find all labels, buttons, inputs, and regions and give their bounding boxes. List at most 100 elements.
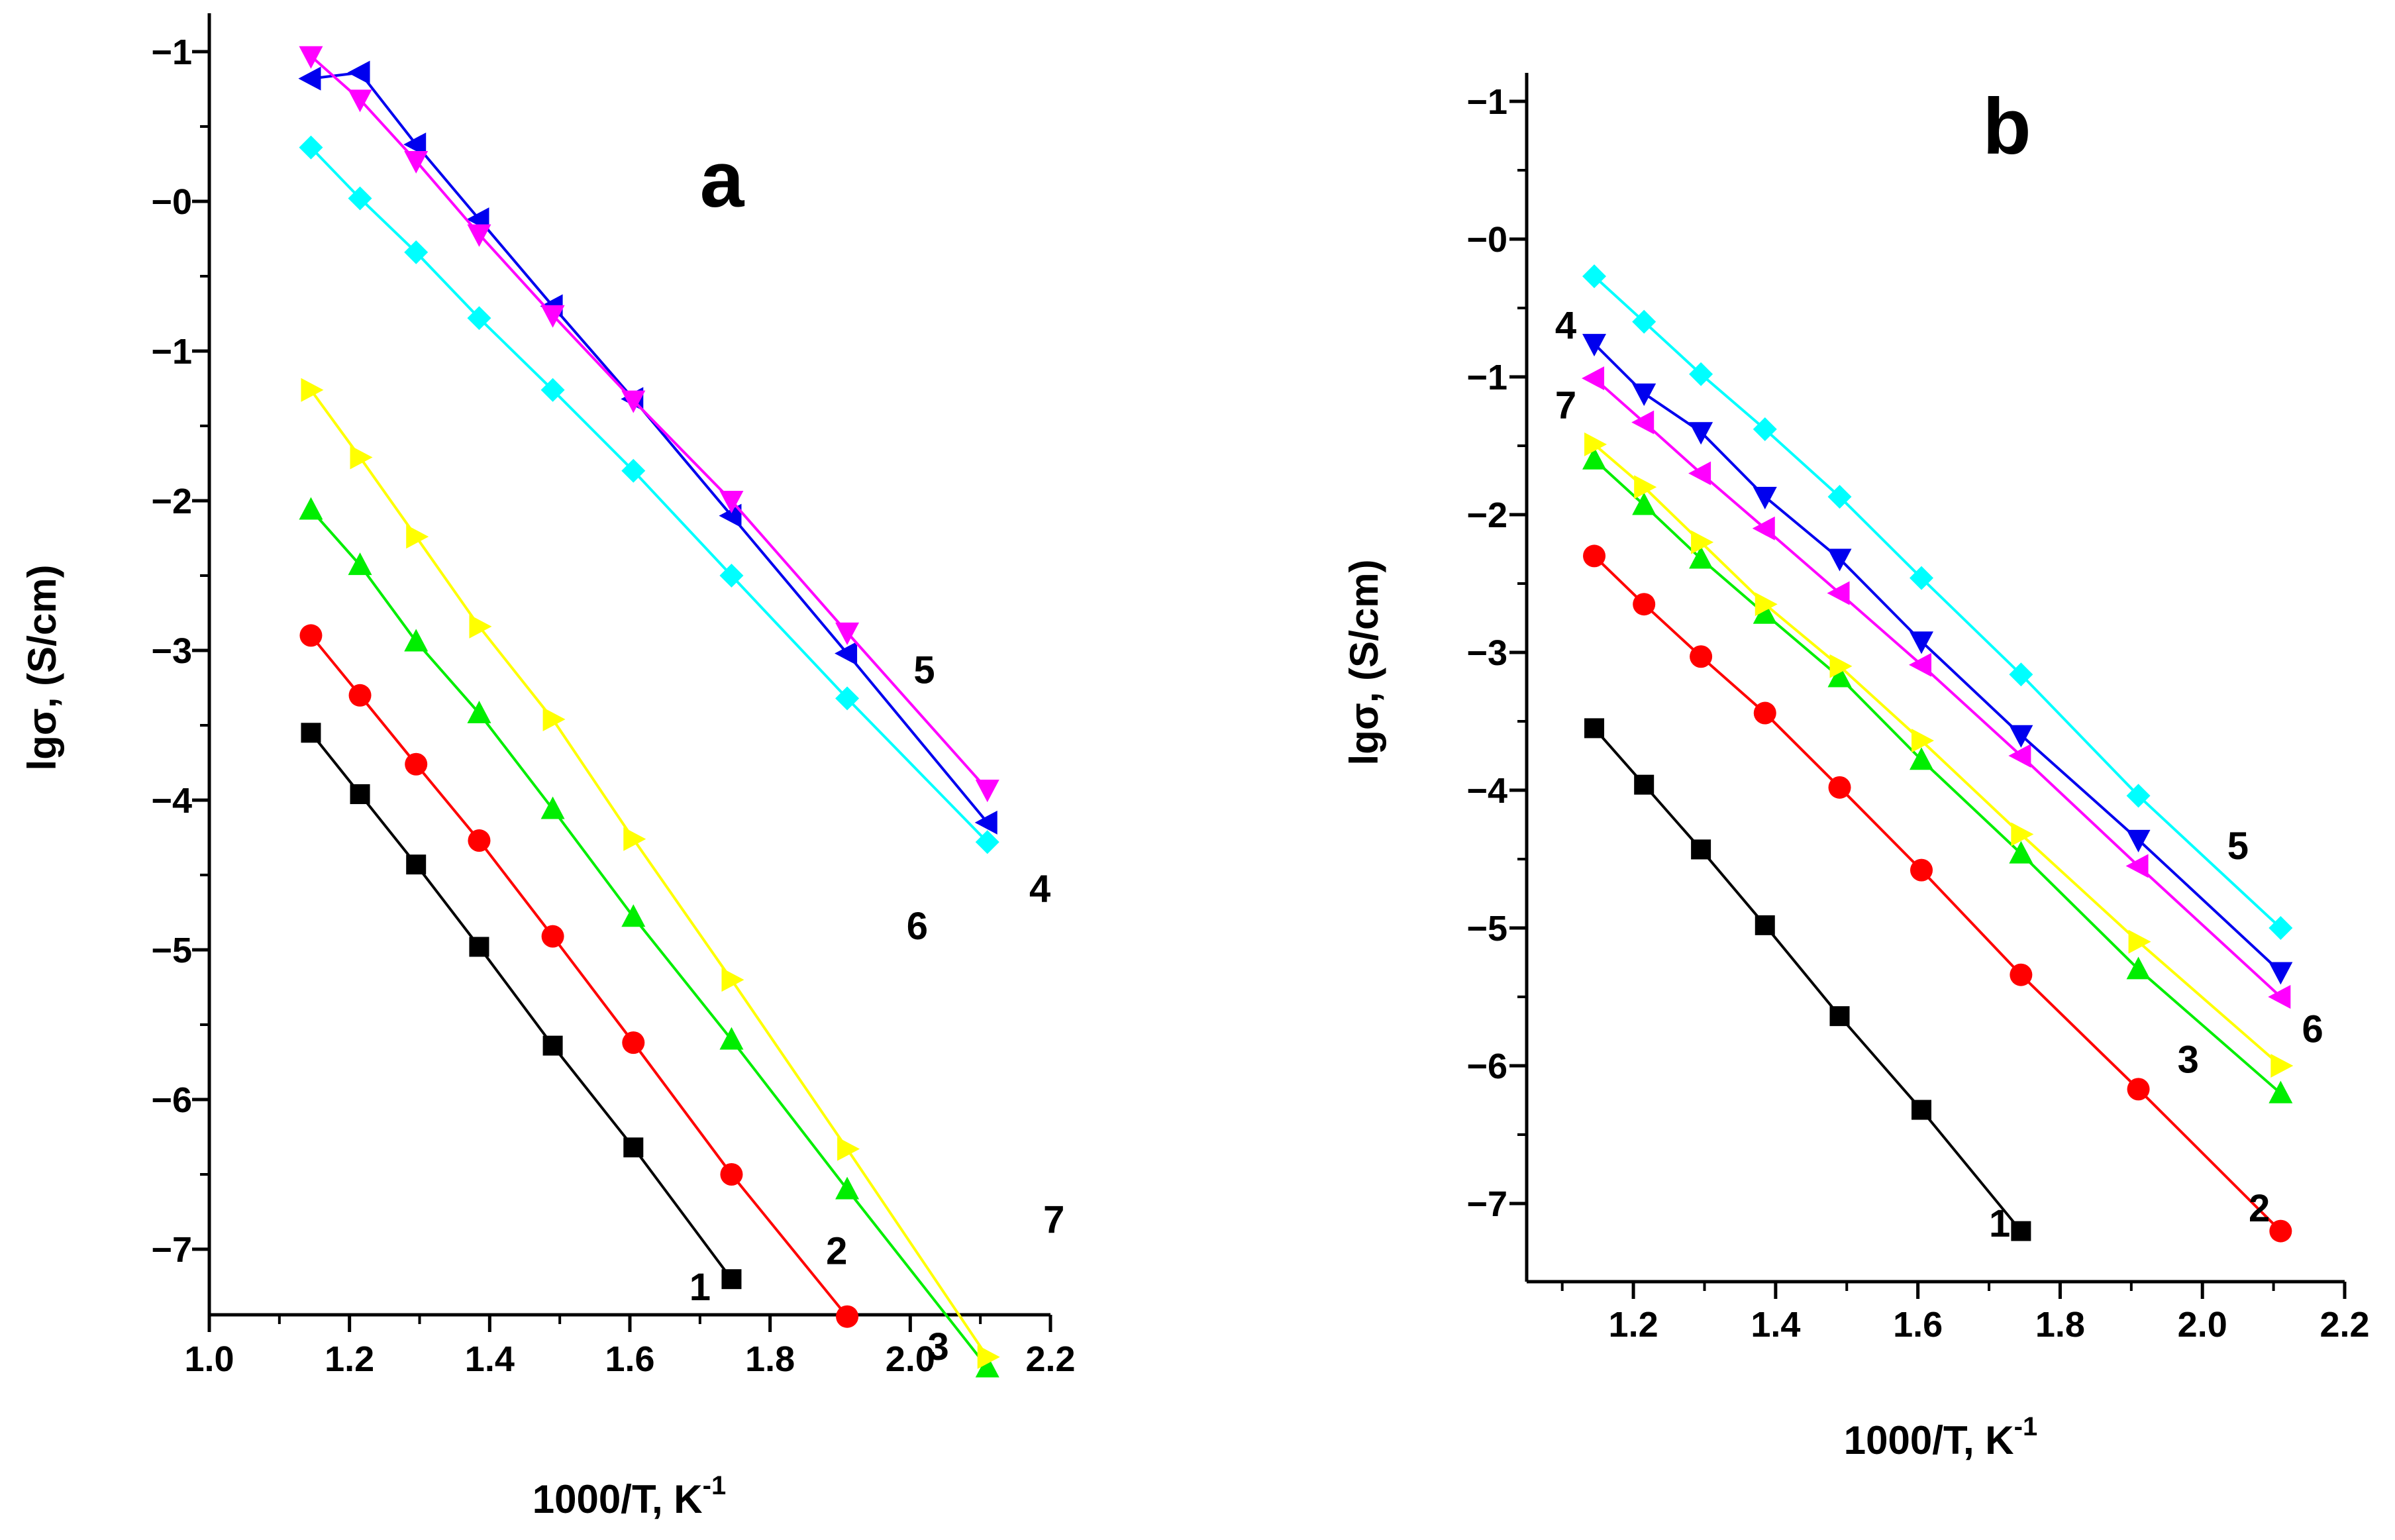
x-tick-label: 2.2 xyxy=(1025,1339,1075,1379)
data-point xyxy=(350,784,370,804)
x-axis-title: 1000/T, K-1 xyxy=(1844,1412,2037,1463)
x-tick-label: 1.8 xyxy=(745,1339,795,1379)
data-point xyxy=(2128,929,2151,954)
curve-label-2: 2 xyxy=(826,1230,847,1273)
data-point xyxy=(2010,963,2033,986)
x-tick-label: 2.2 xyxy=(2319,1305,2369,1345)
y-tick-label: −2 xyxy=(151,482,192,521)
data-point xyxy=(1688,461,1711,486)
data-point xyxy=(299,624,323,647)
data-point xyxy=(542,707,566,731)
data-point xyxy=(975,780,999,803)
data-point xyxy=(1829,654,1853,678)
y-tick-label: −1 xyxy=(151,32,192,72)
data-point xyxy=(975,830,999,854)
x-tick-label: 2.0 xyxy=(886,1339,935,1379)
data-point xyxy=(719,491,744,513)
curve-label-6: 6 xyxy=(907,905,928,948)
curve-label-5: 5 xyxy=(2227,825,2249,868)
data-point xyxy=(2126,784,2151,808)
panel-b-chart: 1.2 1.4 1.6 1.8 2.0 2.2 −1 −0 −1 −2 −3 −4 −5 −6 −7 1000… xyxy=(1342,73,2370,1463)
x-tick-label: 1.6 xyxy=(605,1339,654,1379)
data-point xyxy=(2009,662,2033,687)
data-point xyxy=(621,390,646,413)
series-1 xyxy=(1584,718,2031,1241)
data-point xyxy=(1632,309,1656,334)
data-point xyxy=(1827,548,1852,572)
y-tick-label: −2 xyxy=(1466,495,1507,535)
data-point xyxy=(348,89,372,113)
data-point xyxy=(540,305,565,328)
data-point xyxy=(298,66,321,91)
data-point xyxy=(1753,701,1776,725)
data-point xyxy=(467,224,491,247)
y-tick-label: −1 xyxy=(1466,358,1507,397)
data-point xyxy=(1689,422,1713,445)
y-tick-label: −7 xyxy=(151,1230,192,1270)
y-tick-label: −6 xyxy=(151,1080,192,1120)
data-point xyxy=(540,796,565,819)
data-point xyxy=(2009,725,2033,748)
data-point xyxy=(622,1031,645,1054)
y-tick-label: −6 xyxy=(1466,1047,1507,1086)
data-point xyxy=(2011,822,2034,847)
series-4 xyxy=(1582,334,2293,985)
data-point xyxy=(719,1027,744,1050)
y-tick-label: −7 xyxy=(1466,1184,1507,1224)
x-axis-title: 1000/T, K-1 xyxy=(533,1471,726,1521)
data-point xyxy=(2011,1221,2031,1241)
data-point xyxy=(975,1355,999,1378)
data-point xyxy=(1752,516,1775,540)
data-point xyxy=(1827,484,1852,509)
y-tick-label: −1 xyxy=(151,332,192,372)
x-tick-label: 1.4 xyxy=(1751,1305,1800,1345)
series-1 xyxy=(301,723,742,1290)
curve-label-4: 4 xyxy=(1029,868,1050,911)
y-tick-label: −5 xyxy=(151,931,192,970)
data-point xyxy=(621,458,646,483)
data-point xyxy=(721,968,744,992)
data-point xyxy=(621,904,646,927)
curve-label-7: 7 xyxy=(1043,1198,1064,1241)
data-point xyxy=(836,1305,859,1328)
x-tick-label: 1.8 xyxy=(2035,1305,2085,1345)
data-point xyxy=(1632,492,1656,515)
x-axis-title-superscript: -1 xyxy=(703,1471,727,1500)
data-point xyxy=(1827,581,1850,605)
series-line-1 xyxy=(1593,727,2022,1232)
panel-a-chart: 1.0 1.2 1.4 1.6 1.8 2.0 2.2 −1 −0 −1 −2 −3 −4 −5 −6 −7 1… xyxy=(20,13,1076,1521)
data-point xyxy=(835,686,860,711)
data-point xyxy=(1755,592,1778,617)
curve-label-3: 3 xyxy=(2178,1038,2199,1081)
series-4 xyxy=(299,46,999,803)
series-3 xyxy=(1582,446,2293,1104)
data-point xyxy=(720,1163,743,1186)
data-point xyxy=(1910,566,1934,590)
data-point xyxy=(1634,774,1655,795)
y-axis-title: lgσ, (S/cm) xyxy=(1342,559,1386,765)
data-point xyxy=(540,378,565,402)
data-point xyxy=(1690,645,1713,668)
panel-letter: b xyxy=(1982,82,2031,171)
data-point xyxy=(468,829,491,852)
curve-label-2: 2 xyxy=(2249,1187,2270,1230)
data-point xyxy=(1828,776,1851,799)
data-point xyxy=(1691,839,1711,860)
data-point xyxy=(1827,664,1852,688)
curve-label-1: 1 xyxy=(1989,1202,2010,1245)
data-point xyxy=(1689,546,1713,569)
data-point xyxy=(467,306,491,331)
data-point xyxy=(2009,841,2033,864)
curve-label-1: 1 xyxy=(689,1266,711,1309)
series-3 xyxy=(299,497,999,1378)
data-point xyxy=(541,925,564,948)
x-tick-label: 2.0 xyxy=(2178,1305,2227,1345)
data-point xyxy=(1584,432,1607,456)
data-point xyxy=(404,629,429,652)
data-point xyxy=(2126,829,2151,852)
series-7 xyxy=(301,378,1000,1369)
x-tick-label: 1.2 xyxy=(1609,1305,1658,1345)
data-point xyxy=(835,1176,860,1200)
data-point xyxy=(299,497,323,520)
